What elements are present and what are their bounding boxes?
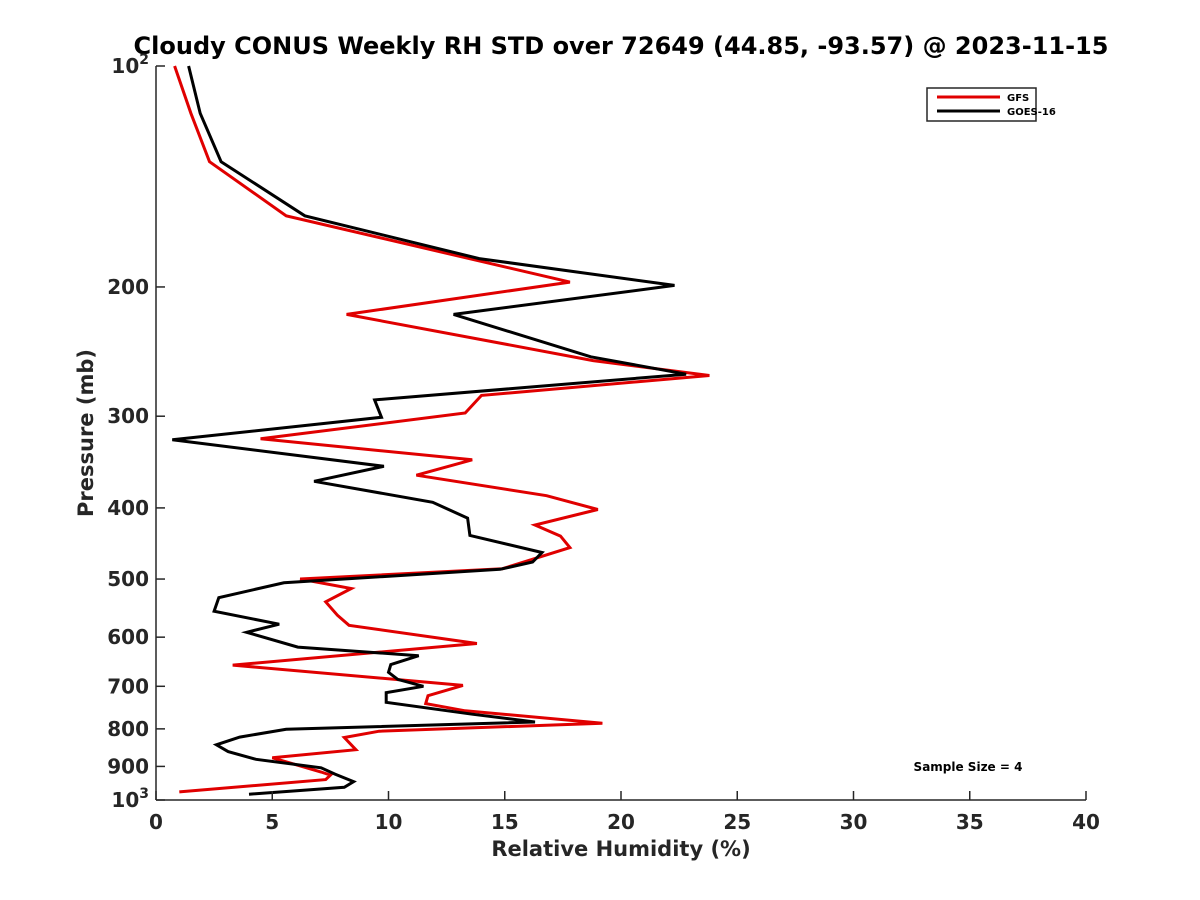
x-tick-label: 5 [265,810,279,834]
x-tick-label: 15 [491,810,519,834]
sample-size-annotation: Sample Size = 4 [914,760,1023,774]
x-tick-label: 35 [956,810,984,834]
chart-title: Cloudy CONUS Weekly RH STD over 72649 (4… [134,32,1109,60]
y-tick-label: 700 [107,674,149,698]
legend: GFS GOES-16 [926,87,1056,122]
x-tick-label: 10 [375,810,403,834]
x-tick-label: 30 [840,810,868,834]
series-line-goes-16 [172,65,687,796]
legend-label: GOES-16 [1007,107,1056,118]
y-tick-label: 500 [107,567,149,591]
legend-label: GFS [1007,93,1029,104]
y-axis-label: Pressure (mb) [74,349,98,517]
y-tick-label: 900 [107,754,149,778]
x-tick-label: 0 [149,810,163,834]
series-layer [172,65,710,796]
y-tick-label: 800 [107,717,149,741]
x-axis-label: Relative Humidity (%) [491,837,750,861]
legend-box [926,87,1037,122]
x-tick-label: 25 [723,810,751,834]
y-tick-label: 400 [107,496,149,520]
x-tick-label: 20 [607,810,635,834]
y-tick-label: 200 [107,275,149,299]
y-tick-label: 600 [107,625,149,649]
y-tick-label: 300 [107,404,149,428]
axes: 0 5 10 15 20 25 30 35 40102200300400500600700800… [107,52,1100,834]
x-tick-label: 40 [1072,810,1100,834]
